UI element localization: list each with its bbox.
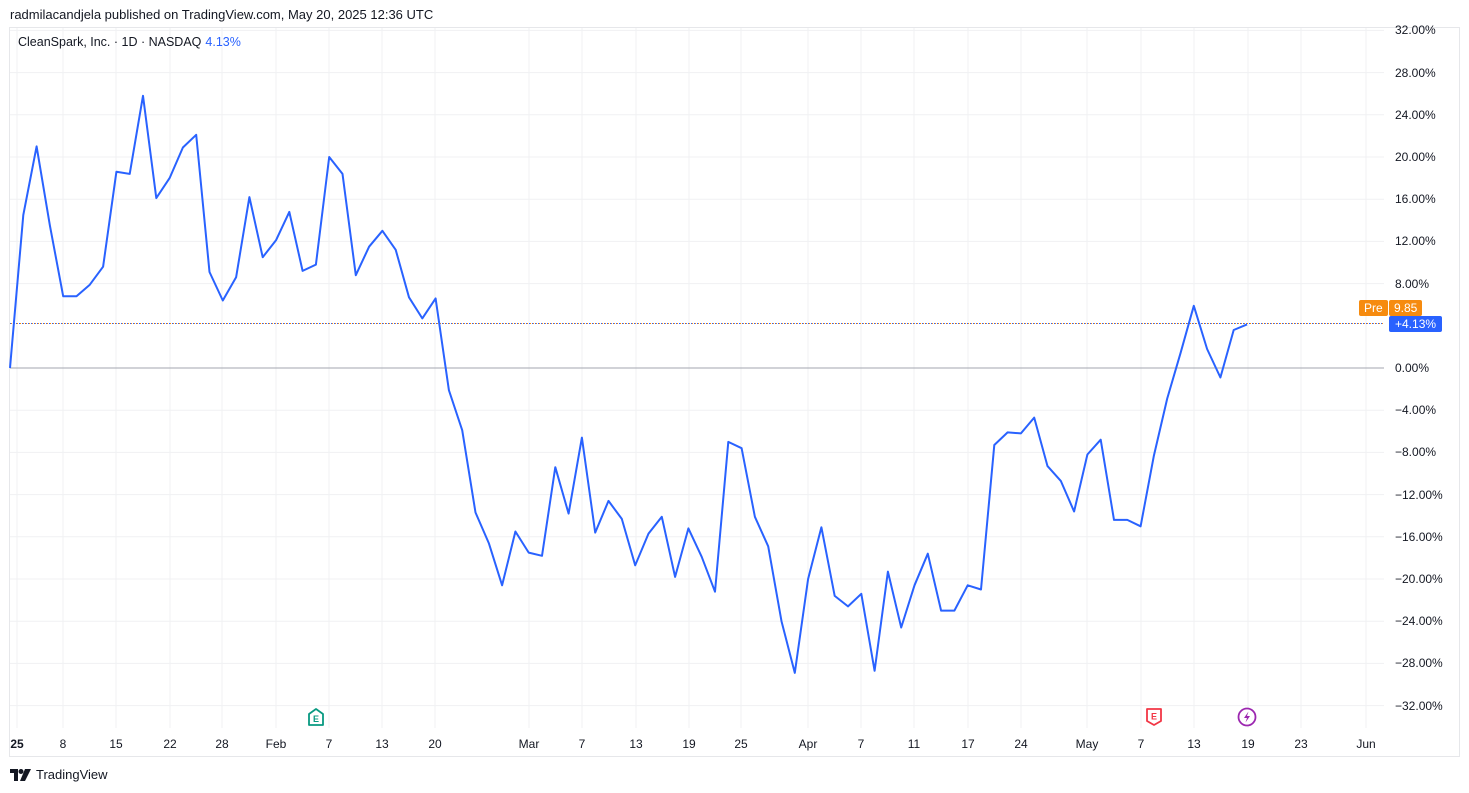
x-tick-label: 7 [1137, 737, 1145, 751]
y-tick-label: −20.00% [1395, 572, 1443, 586]
x-tick-label: 25 [10, 737, 24, 751]
x-tick-label: May [1075, 737, 1099, 751]
x-tick-label: 28 [215, 737, 229, 751]
x-tick-label: 13 [629, 737, 643, 751]
x-tick-label: 11 [907, 737, 921, 751]
x-tick-label: Apr [798, 737, 818, 751]
x-tick-label: 24 [1014, 737, 1028, 751]
x-tick-label: 17 [961, 737, 975, 751]
footer-brand[interactable]: TradingView [10, 767, 108, 782]
y-tick-label: 12.00% [1395, 234, 1436, 249]
x-tick-label: 8 [59, 737, 67, 751]
price-tag: 9.85 [1389, 300, 1423, 316]
lightning-icon [1244, 711, 1250, 723]
x-tick-label: 15 [109, 737, 123, 751]
x-tick-label: Jun [1356, 737, 1376, 751]
y-tick-label: 32.00% [1395, 23, 1436, 38]
y-tick-label: 28.00% [1395, 65, 1436, 80]
x-tick-label: 22 [163, 737, 177, 751]
grid-lines [10, 28, 1384, 728]
y-tick-label: −32.00% [1395, 698, 1443, 713]
y-tick-label: −16.00% [1395, 529, 1443, 544]
brand-label: TradingView [36, 767, 108, 782]
price-line [9, 94, 1248, 674]
x-tick-label: 19 [1241, 737, 1255, 751]
x-tick-label: 25 [734, 737, 748, 751]
change-percent: 4.13% [205, 35, 241, 49]
x-tick-label: Feb [265, 737, 287, 751]
y-tick-label: 20.00% [1395, 150, 1436, 164]
symbol-label: CleanSpark, Inc. · 1D · NASDAQ [18, 35, 202, 49]
x-tick-label: 13 [375, 737, 389, 751]
chart-frame[interactable] [9, 27, 1460, 757]
x-tick-label: Mar [518, 737, 540, 751]
x-tick-label: 7 [325, 737, 333, 751]
change-tag: +4.13% [1389, 316, 1443, 332]
chart-legend: CleanSpark, Inc. · 1D · NASDAQ 4.13% [18, 35, 241, 49]
x-tick-label: 7 [578, 737, 586, 751]
x-tick-label: 13 [1187, 737, 1201, 751]
y-tick-label: −24.00% [1395, 614, 1443, 629]
x-tick-label: 23 [1294, 737, 1308, 751]
x-tick-label: 20 [428, 737, 442, 751]
y-tick-label: −12.00% [1395, 487, 1443, 502]
y-tick-label: 8.00% [1395, 276, 1430, 291]
y-tick-label: 0.00% [1395, 361, 1430, 375]
x-tick-label: 7 [857, 737, 865, 751]
y-tick-label: 24.00% [1395, 107, 1436, 122]
y-tick-label: −28.00% [1395, 656, 1443, 671]
publish-header: radmilacandjela published on TradingView… [10, 7, 434, 22]
earnings-icon: E [313, 714, 319, 724]
earnings-marker-upcoming[interactable]: E [1144, 707, 1164, 727]
tradingview-logo-icon [10, 768, 31, 781]
earnings-marker-past[interactable]: E [306, 707, 326, 727]
x-tick-label: 19 [682, 737, 696, 751]
event-marker[interactable] [1237, 707, 1257, 727]
earnings-icon: E [1151, 712, 1157, 722]
y-tick-label: −4.00% [1395, 403, 1437, 418]
session-tag: Pre [1359, 300, 1388, 316]
y-tick-label: −8.00% [1395, 445, 1437, 460]
y-tick-label: 16.00% [1395, 192, 1436, 207]
